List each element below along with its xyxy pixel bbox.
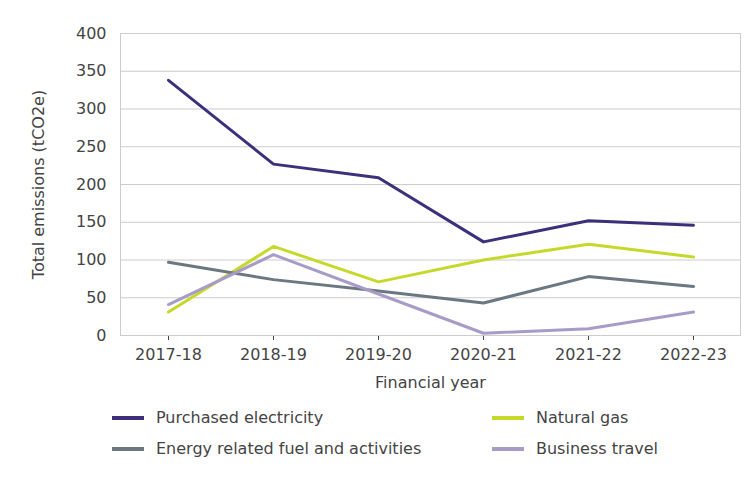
html-text:Purchased electricity: Purchased electricity [156, 408, 324, 427]
svg-text:2019-20: 2019-20 [345, 345, 412, 364]
svg-text:Financial year: Financial year [375, 373, 486, 392]
svg-text:2021-22: 2021-22 [555, 345, 622, 364]
svg-text:200: 200 [76, 175, 107, 194]
svg-text:250: 250 [76, 137, 107, 156]
html-text:Business travel: Business travel [536, 439, 659, 458]
html-text:Energy related fuel and activi: Energy related fuel and activities [156, 439, 422, 458]
svg-text:2022-23: 2022-23 [660, 345, 727, 364]
html-text:Natural gas: Natural gas [536, 408, 629, 427]
svg-text:0: 0 [96, 326, 106, 345]
svg-text:350: 350 [76, 61, 107, 80]
svg-text:300: 300 [76, 99, 107, 118]
svg-text:2020-21: 2020-21 [450, 345, 517, 364]
svg-text:Total emissions (tCO2e): Total emissions (tCO2e) [29, 90, 48, 280]
svg-text:400: 400 [76, 24, 107, 43]
svg-text:100: 100 [76, 250, 107, 269]
svg-text:2018-19: 2018-19 [240, 345, 307, 364]
svg-text:50: 50 [86, 288, 106, 307]
svg-text:2017-18: 2017-18 [135, 345, 202, 364]
svg-text:150: 150 [76, 212, 107, 231]
